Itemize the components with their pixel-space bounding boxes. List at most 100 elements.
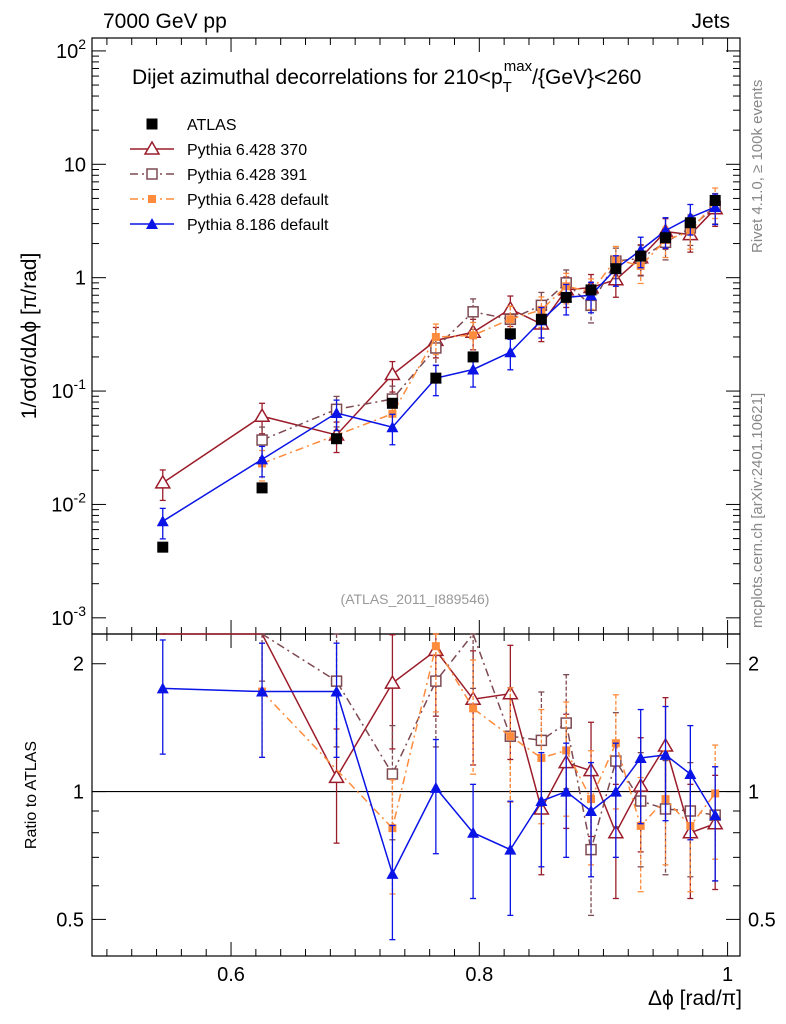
main-point	[660, 232, 672, 244]
legend-item-pythia-8-186-default: Pythia 8.186 default	[130, 217, 329, 234]
main-point	[506, 315, 515, 324]
xlabel: Δϕ [rad/π]	[648, 987, 742, 1010]
ratio-point	[330, 685, 343, 697]
ratio-series-pythia-6-428-default	[258, 633, 720, 895]
panel-frames	[91, 37, 741, 957]
main-point	[154, 474, 172, 489]
ratio-point	[156, 682, 169, 694]
ratio-point	[535, 795, 548, 807]
title-part-2: /{GeV}<260	[532, 66, 641, 89]
ratio-point	[429, 781, 442, 793]
ratio-point	[431, 642, 440, 651]
main-point	[585, 284, 597, 296]
main-point	[431, 332, 440, 341]
main-point	[256, 453, 269, 465]
legend-marker	[148, 195, 156, 203]
main-line-pythia-6-428-391	[261, 205, 716, 441]
ratio-ylabel: Ratio to ATLAS	[23, 741, 40, 849]
legend-label: Pythia 6.428 default	[187, 192, 329, 209]
ratio-point	[659, 748, 672, 760]
legend: ATLAS Pythia 6.428 370 Pythia 6.428 391 Pyt…	[130, 117, 329, 234]
ratio-point	[636, 821, 645, 830]
ratio-point	[585, 805, 598, 817]
ratio-point	[467, 826, 480, 838]
main-point	[384, 366, 401, 381]
y-tick-label: 10-2	[51, 489, 86, 516]
ratio-y-tick-label: 2	[73, 654, 84, 676]
ratio-point	[469, 704, 478, 713]
y-tick-base: 10	[51, 608, 73, 630]
title-sub-T: T	[503, 79, 512, 96]
rivet-label: Rivet 4.1.0, ≥ 100k events	[749, 80, 766, 253]
main-point	[709, 201, 722, 213]
main-point	[709, 194, 721, 206]
ratio-y-tick-label: 0.5	[56, 909, 84, 931]
ratio-point	[256, 685, 269, 697]
main-point	[386, 421, 399, 433]
y-tick-label: 10-1	[51, 376, 86, 403]
y-tick-exp: -2	[74, 489, 87, 505]
main-point	[684, 217, 696, 229]
legend-label: Pythia 6.428 370	[187, 142, 307, 159]
legend-item-pythia-6-428-default: Pythia 6.428 default	[130, 192, 329, 209]
title-part-1: Dijet azimuthal decorrelations for 210<p	[132, 66, 503, 89]
y-tick-label: 1	[75, 268, 86, 290]
main-line-pythia-6-428-default	[261, 200, 716, 465]
data-marks	[154, 187, 724, 941]
legend-label: Pythia 6.428 391	[187, 167, 307, 184]
legend-label: ATLAS	[187, 117, 237, 134]
main-point	[256, 482, 268, 494]
title-sup-max: max	[504, 58, 533, 75]
ratio-point	[328, 768, 345, 784]
ratio-point	[560, 785, 573, 797]
ratio-point	[386, 768, 399, 780]
x-tick-label: 1	[722, 964, 733, 986]
main-point	[469, 331, 478, 340]
ratio-point	[609, 785, 622, 797]
main-point	[504, 346, 517, 358]
ratio-panel-frame	[91, 633, 741, 957]
ratio-line-pythia-6-428-391	[261, 632, 716, 850]
ratio-series-pythia-8-186-default	[156, 639, 722, 941]
legend-item-atlas: ATLAS	[146, 117, 237, 134]
main-point	[504, 328, 516, 340]
y-tick-label: 10-3	[51, 603, 86, 630]
ratio-y-tick-label-right: 2	[748, 654, 759, 676]
main-point	[560, 291, 572, 303]
main-point	[467, 363, 480, 375]
y-tick-label: 102	[56, 36, 86, 63]
chart-title: Dijet azimuthal decorrelations for 210<p…	[132, 58, 641, 96]
main-point	[467, 351, 479, 363]
ratio-y-tick-label: 1	[73, 782, 84, 804]
main-series-pythia-8-186-default	[156, 193, 722, 540]
main-point	[467, 306, 479, 318]
main-point	[535, 313, 547, 325]
ratio-line-pythia-8-186-default	[162, 687, 716, 876]
main-series-atlas	[157, 194, 721, 553]
ratio-point	[386, 867, 399, 879]
y-tick-base: 10	[51, 494, 73, 516]
legend-marker	[146, 218, 158, 229]
ratio-point	[684, 767, 697, 779]
ratio-y-tick-label-right: 1	[748, 782, 759, 804]
main-point	[330, 407, 343, 419]
y-tick-base: 10	[51, 381, 73, 403]
ratio-point	[502, 685, 519, 700]
y-tick-base: 10	[56, 41, 78, 63]
legend-marker	[146, 118, 158, 130]
ratio-series-pythia-6-428-391	[259, 632, 721, 917]
legend-label: Pythia 8.186 default	[187, 217, 329, 234]
ratio-line-pythia-6-428-default	[261, 644, 716, 830]
main-point	[386, 397, 398, 409]
main-point	[331, 433, 343, 445]
ratio-line-pythia-6-428-370	[162, 633, 716, 835]
main-ylabel: 1/σdσ/dΔϕ [π/rad]	[18, 253, 41, 420]
ratio-point	[709, 809, 722, 821]
main-point	[256, 434, 268, 446]
x-tick-label: 0.8	[465, 964, 493, 986]
mcplots-label: mcplots.cern.ch [arXiv:2401.10621]	[749, 393, 766, 628]
main-point	[253, 407, 271, 422]
main-point	[156, 515, 169, 527]
